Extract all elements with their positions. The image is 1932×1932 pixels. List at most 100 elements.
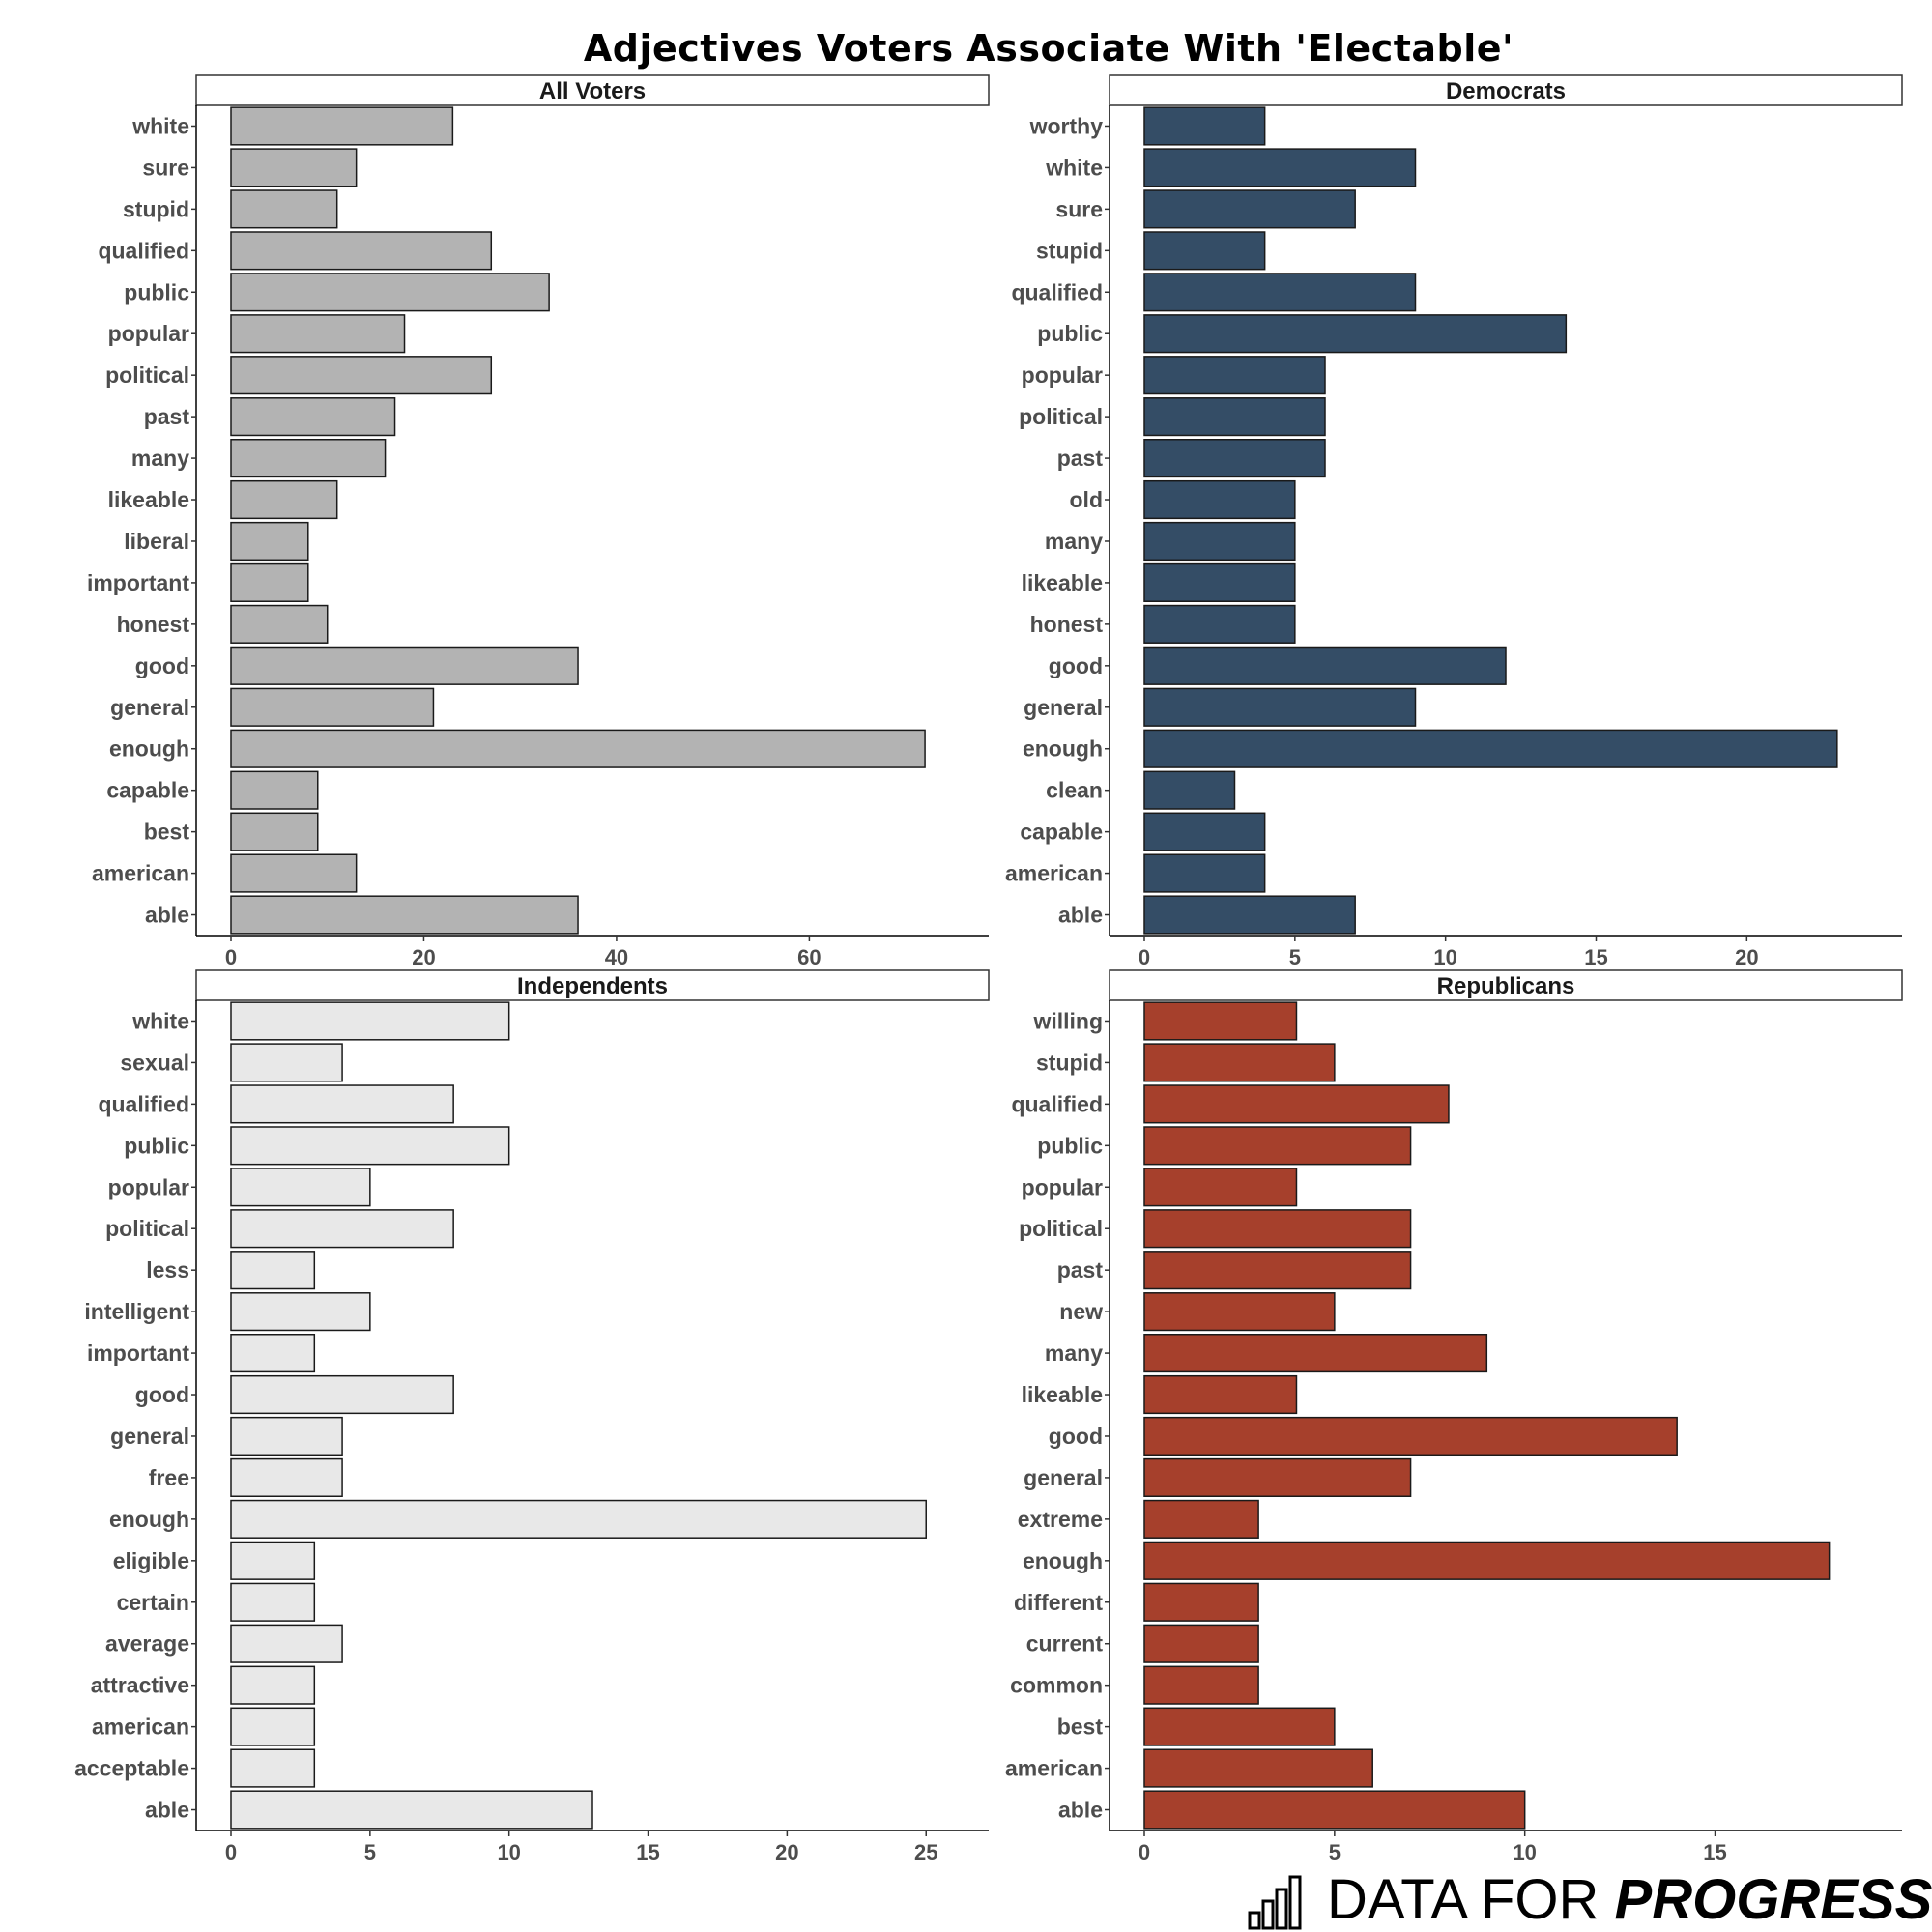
x-tick-label: 10 xyxy=(497,1840,520,1864)
bar-new xyxy=(1143,1292,1336,1332)
category-label: liberal xyxy=(124,529,189,554)
category-label: white xyxy=(1045,155,1103,180)
bar-different xyxy=(1143,1582,1259,1622)
category-label: public xyxy=(1037,321,1103,346)
bar-many xyxy=(1143,521,1296,562)
bar-past xyxy=(230,397,396,437)
category-label: past xyxy=(1057,446,1104,471)
panel-republicans: Republicans willing stupid qualified public p… xyxy=(1005,969,1903,1864)
category-label: general xyxy=(110,1424,189,1449)
category-label: best xyxy=(144,820,190,845)
bar-sure xyxy=(1143,189,1356,229)
category-label: eligible xyxy=(113,1548,189,1573)
x-tick-label: 20 xyxy=(1735,945,1758,969)
x-tick-label: 0 xyxy=(1139,945,1150,969)
category-label: good xyxy=(1049,653,1103,678)
bar-able xyxy=(1143,1790,1526,1830)
category-label: public xyxy=(124,279,189,304)
bar-qualified xyxy=(230,1084,454,1124)
bar-enough xyxy=(1143,1541,1831,1580)
bar-many xyxy=(230,438,387,478)
category-label: qualified xyxy=(98,238,189,263)
category-label: white xyxy=(131,1008,189,1033)
bar-popular xyxy=(1143,356,1326,395)
category-label: stupid xyxy=(1036,1050,1103,1075)
category-label: less xyxy=(146,1257,189,1283)
category-label: public xyxy=(124,1133,189,1158)
category-label: capable xyxy=(1020,820,1103,845)
panel-independents: Independents white sexual qualified public po… xyxy=(74,969,990,1864)
category-label: white xyxy=(131,113,189,138)
bar-eligible xyxy=(230,1541,316,1580)
logo-text-bold: PROGRESS xyxy=(1614,1868,1932,1931)
category-label: many xyxy=(131,446,189,471)
bar-white xyxy=(230,106,454,146)
bar-honest xyxy=(230,604,329,644)
category-label: enough xyxy=(1023,1548,1103,1573)
category-label: able xyxy=(145,1798,189,1823)
bar-attractive xyxy=(230,1665,316,1705)
category-label: general xyxy=(1024,695,1103,720)
x-tick-label: 15 xyxy=(1584,945,1607,969)
bar-general xyxy=(1143,687,1417,727)
category-label: common xyxy=(1010,1673,1103,1698)
panel-title: Democrats xyxy=(1446,78,1566,104)
category-label: many xyxy=(1045,1341,1103,1366)
logo-text-regular: DATA FOR xyxy=(1327,1868,1615,1931)
x-tick-label: 40 xyxy=(605,945,628,969)
category-label: enough xyxy=(109,736,189,762)
bar-past xyxy=(1143,1251,1412,1290)
category-label: sure xyxy=(1055,196,1103,221)
bar-stupid xyxy=(1143,1043,1336,1082)
bar-american xyxy=(230,1707,316,1746)
category-label: new xyxy=(1059,1299,1103,1324)
category-label: political xyxy=(1019,404,1103,429)
category-label: sexual xyxy=(120,1050,189,1075)
category-label: qualified xyxy=(98,1091,189,1116)
category-label: american xyxy=(92,861,189,886)
bar-political xyxy=(230,356,493,395)
category-label: popular xyxy=(1022,1174,1103,1199)
bar-qualified xyxy=(1143,1084,1450,1124)
bar-public xyxy=(1143,314,1568,354)
x-tick-label: 20 xyxy=(412,945,435,969)
category-label: certain xyxy=(117,1590,189,1615)
category-label: current xyxy=(1026,1631,1104,1657)
category-label: likeable xyxy=(1022,570,1103,595)
bar-important xyxy=(230,1333,316,1373)
bar-enough xyxy=(230,1499,927,1539)
bar-political xyxy=(1143,1209,1412,1249)
category-label: likeable xyxy=(108,487,189,512)
bar-sure xyxy=(230,148,358,187)
category-label: able xyxy=(1058,1798,1103,1823)
category-label: able xyxy=(1058,903,1103,928)
bar-enough xyxy=(1143,729,1838,768)
bar-american xyxy=(1143,853,1266,893)
bar-old xyxy=(1143,479,1296,520)
bar-general xyxy=(1143,1457,1412,1498)
bar-political xyxy=(1143,397,1326,437)
x-tick-label: 10 xyxy=(1513,1840,1536,1864)
category-label: popular xyxy=(108,321,189,346)
bar-popular xyxy=(230,1168,371,1207)
category-label: capable xyxy=(106,778,189,803)
x-tick-label: 5 xyxy=(364,1840,376,1864)
bar-less xyxy=(230,1251,316,1290)
bar-capable xyxy=(230,770,319,810)
bar-average xyxy=(230,1624,343,1663)
x-tick-label: 0 xyxy=(225,945,237,969)
category-label: general xyxy=(1024,1465,1103,1490)
bar-political xyxy=(230,1209,454,1249)
x-tick-label: 0 xyxy=(1139,1840,1150,1864)
panel-title: Independents xyxy=(517,973,668,999)
category-label: sure xyxy=(142,155,189,180)
bar-popular xyxy=(230,314,406,354)
panel-strip xyxy=(1109,969,1903,1001)
bar-stupid xyxy=(230,189,338,229)
x-tick-label: 15 xyxy=(636,1840,659,1864)
category-label: political xyxy=(105,1216,189,1241)
category-label: best xyxy=(1057,1715,1104,1740)
bar-certain xyxy=(230,1582,316,1622)
bar-good xyxy=(230,1374,454,1415)
